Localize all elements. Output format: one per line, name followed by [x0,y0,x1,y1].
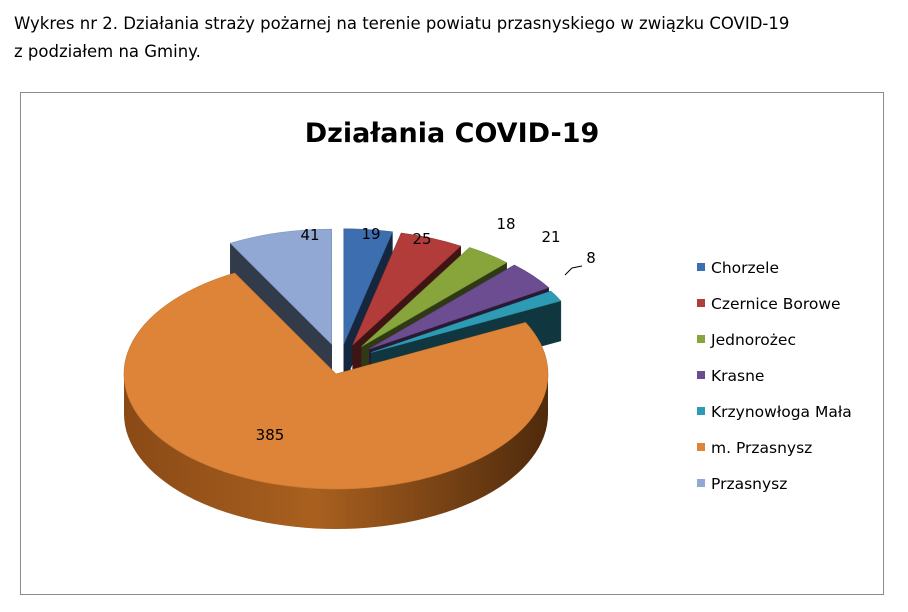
data-label-przasnysz: 41 [300,226,319,244]
legend-item-jednorozec: Jednorożec [697,331,796,349]
data-label-jednorozec: 18 [496,215,515,233]
legend-swatch [697,479,705,487]
legend-label: Czernice Borowe [711,295,841,313]
pie-slices [123,228,562,529]
legend-item-czernice-borowe: Czernice Borowe [697,295,841,313]
legend-item-m-przasnysz: m. Przasnysz [697,439,812,457]
pie-slice-m-przasnysz [123,272,549,529]
figure-caption: Wykres nr 2. Działania straży pożarnej n… [14,10,894,66]
legend-item-krasne: Krasne [697,367,764,385]
legend-swatch [697,443,705,451]
legend-swatch [697,335,705,343]
legend-label: m. Przasnysz [711,439,812,457]
legend-item-krzynowloga-mala: Krzynowłoga Mała [697,403,852,421]
legend-item-chorzele: Chorzele [697,259,779,277]
caption-line-1: Wykres nr 2. Działania straży pożarnej n… [14,14,790,33]
data-labels: 19 25 18 21 8 385 41 [256,215,596,444]
legend-label: Przasnysz [711,475,787,493]
data-label-chorzele: 19 [361,225,380,243]
data-label-czernice-borowe: 25 [412,230,431,248]
caption-line-2: z podziałem na Gminy. [14,42,201,61]
legend-label: Krzynowłoga Mała [711,403,852,421]
legend-swatch [697,299,705,307]
legend-label: Krasne [711,367,764,385]
legend-swatch [697,407,705,415]
legend-swatch [697,263,705,271]
leader-line-krzynowloga-mala [564,265,583,276]
legend-label: Chorzele [711,259,779,277]
data-label-krzynowloga-mala: 8 [586,249,596,267]
chart-title: Działania COVID-19 [305,118,600,149]
legend-label: Jednorożec [710,331,796,349]
legend-swatch [697,371,705,379]
legend: Chorzele Czernice Borowe Jednorożec Krasne K… [697,259,852,493]
data-label-m-przasnysz: 385 [256,426,285,444]
legend-item-przasnysz: Przasnysz [697,475,787,493]
data-label-krasne: 21 [541,228,560,246]
